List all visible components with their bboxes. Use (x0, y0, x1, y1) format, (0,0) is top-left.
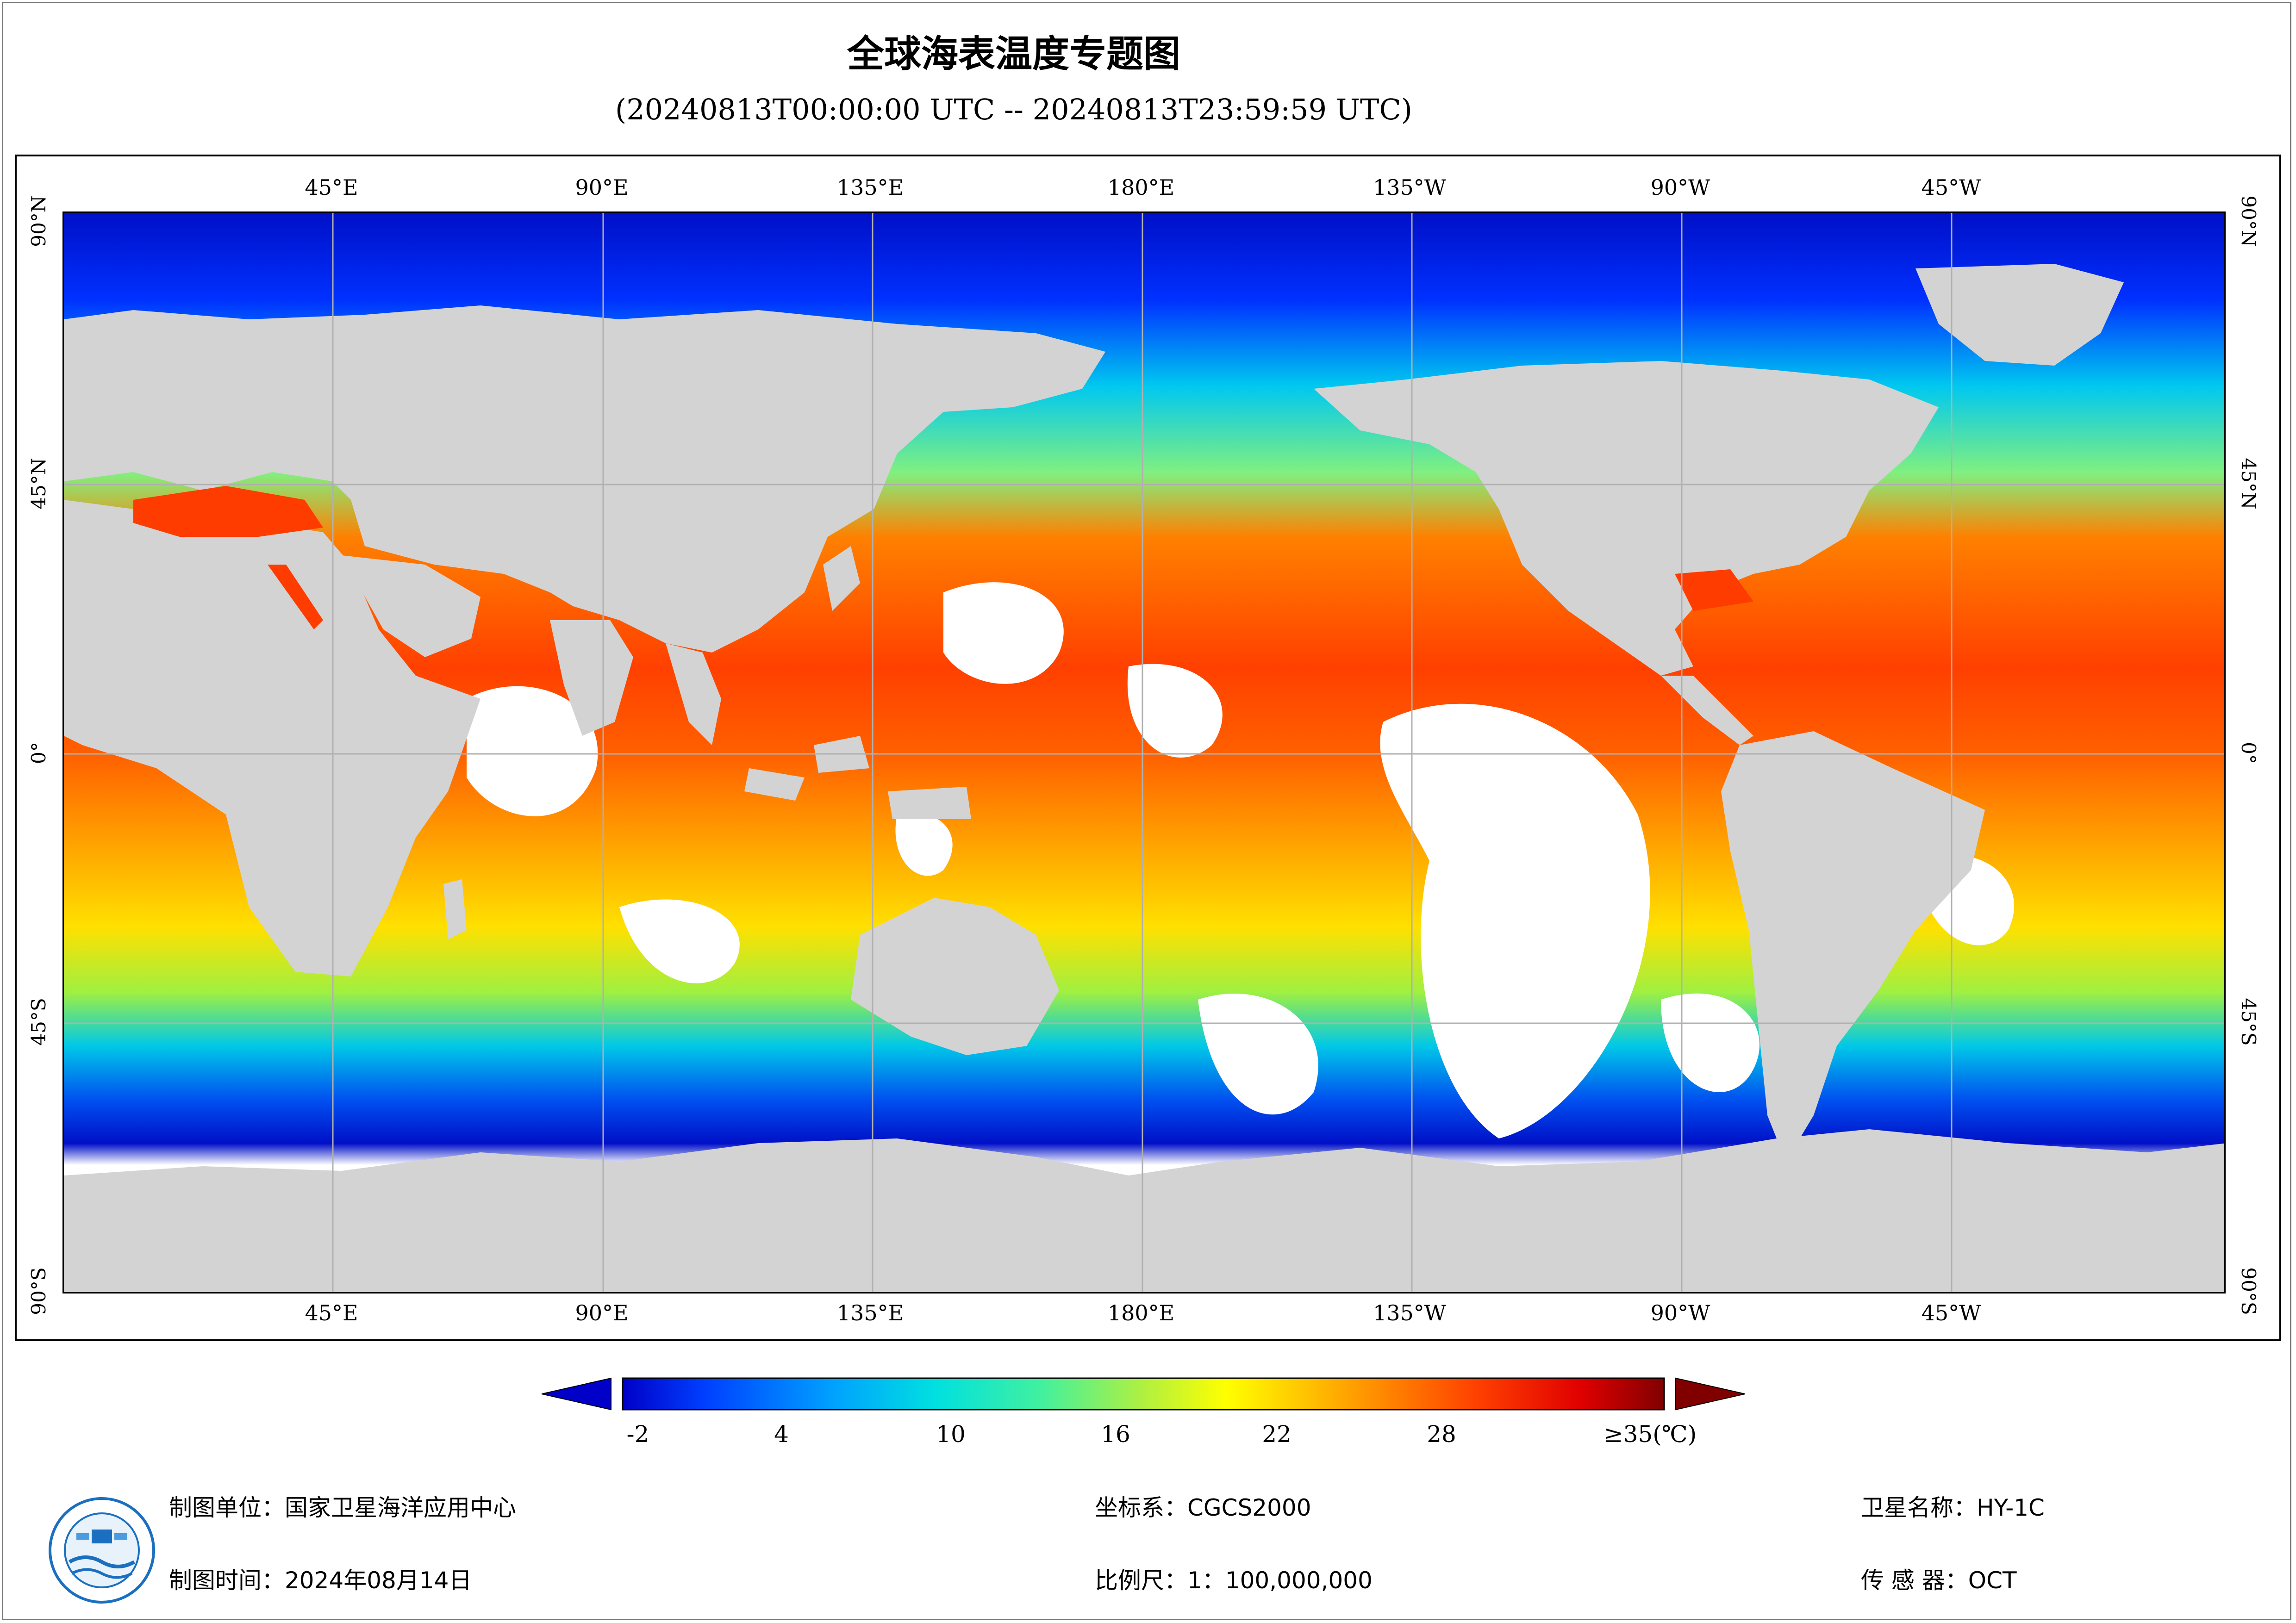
lat-label-right-0: 0° (2237, 742, 2260, 764)
nsoas-logo (37, 1492, 167, 1608)
lat-label-left-0: 0° (27, 742, 50, 764)
lon-label-bottom-135w: 135°W (1373, 1300, 1447, 1325)
lon-label-top-90w: 90°W (1650, 175, 1710, 200)
lon-label-bottom-45w: 45°W (1921, 1300, 1981, 1325)
colorbar (541, 1374, 1746, 1430)
map-time-range: (20240813T00:00:00 UTC -- 20240813T23:59… (615, 93, 1412, 126)
map-title: 全球海表温度专题图 (847, 32, 1180, 75)
lat-label-left-90n: 90°N (27, 195, 50, 247)
lon-label-top-180e: 180°E (1107, 175, 1175, 200)
sst-map-svg (64, 213, 2224, 1292)
lon-label-top-90e: 90°E (575, 175, 629, 200)
colorbar-tick-10: 10 (936, 1421, 966, 1448)
lat-label-left-45n: 45°N (27, 458, 50, 510)
sst-map (62, 211, 2226, 1293)
lon-label-top-45w: 45°W (1921, 175, 1981, 200)
lat-label-left-90s: 90°S (27, 1267, 50, 1315)
colorbar-svg (541, 1377, 1746, 1411)
lat-label-left-45s: 45°S (27, 998, 50, 1046)
graticule (64, 213, 2224, 1292)
lon-label-bottom-45e: 45°E (305, 1300, 358, 1325)
lon-label-top-135w: 135°W (1373, 175, 1447, 200)
satellite-label: 卫星名称：HY-1C (1861, 1494, 2045, 1521)
land-masses (64, 264, 2224, 1292)
lon-label-bottom-180e: 180°E (1107, 1300, 1175, 1325)
colorbar-tick-4: 4 (774, 1421, 789, 1448)
lon-label-bottom-135e: 135°E (836, 1300, 904, 1325)
coordinate-system-label: 坐标系：CGCS2000 (1095, 1494, 1311, 1521)
colorbar-tick-28: 28 (1427, 1421, 1456, 1448)
scale-label: 比例尺：1：100,000,000 (1095, 1567, 1373, 1594)
lon-label-top-135e: 135°E (836, 175, 904, 200)
colorbar-gradient (622, 1377, 1665, 1411)
lat-label-right-90s: 90°S (2237, 1267, 2260, 1315)
producer-label: 制图单位：国家卫星海洋应用中心 (169, 1494, 516, 1521)
lon-label-bottom-90w: 90°W (1650, 1300, 1710, 1325)
lat-label-right-45s: 45°S (2237, 998, 2260, 1046)
colorbar-max-arrow (1675, 1377, 1746, 1411)
warm-seas (133, 486, 1753, 629)
colorbar-tick-16: 16 (1101, 1421, 1130, 1448)
colorbar-min-arrow (541, 1377, 611, 1411)
colorbar-tick-35: ≥35(℃) (1603, 1421, 1697, 1448)
colorbar-tick-22: 22 (1262, 1421, 1292, 1448)
lat-label-right-90n: 90°N (2237, 195, 2260, 247)
colorbar-tick-minus2: -2 (626, 1421, 649, 1448)
production-date-label: 制图时间：2024年08月14日 (169, 1567, 472, 1594)
nsoas-logo-emblem (49, 1497, 155, 1604)
lon-label-top-45e: 45°E (305, 175, 358, 200)
sensor-label: 传 感 器：OCT (1861, 1567, 2017, 1594)
lon-label-bottom-90e: 90°E (575, 1300, 629, 1325)
lat-label-right-45n: 45°N (2237, 458, 2260, 510)
no-data-clouds (467, 582, 2015, 1138)
